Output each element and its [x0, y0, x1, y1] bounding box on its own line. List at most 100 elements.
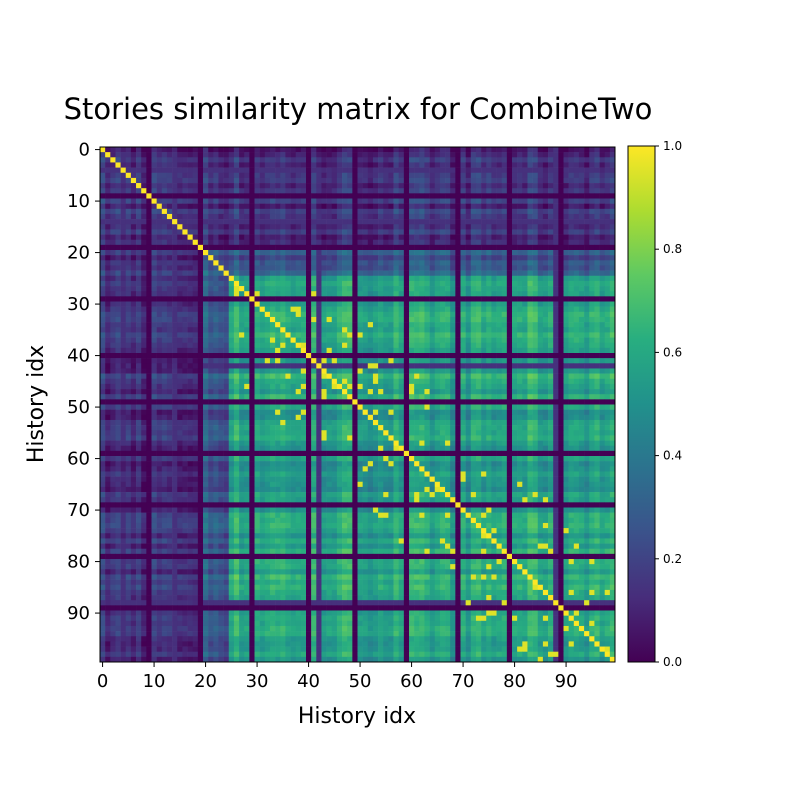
heatmap-cell — [434, 244, 441, 251]
heatmap-cell — [264, 234, 271, 240]
heatmap-cell — [233, 157, 240, 163]
heatmap-cell — [192, 157, 199, 163]
heatmap-cell — [321, 358, 327, 364]
heatmap-cell — [233, 260, 240, 266]
heatmap-cell — [269, 157, 276, 163]
heatmap-cell — [486, 275, 492, 282]
heatmap-cell — [372, 291, 379, 297]
heatmap-cell — [233, 224, 240, 230]
heatmap-cell — [398, 265, 405, 271]
heatmap-cell — [439, 373, 446, 380]
heatmap-cell — [311, 337, 317, 343]
heatmap-cell — [105, 244, 111, 251]
heatmap-cell — [522, 224, 528, 230]
heatmap-cell — [223, 316, 230, 323]
heatmap-cell — [259, 291, 266, 297]
heatmap-cell — [548, 250, 554, 256]
heatmap-cell — [542, 358, 549, 364]
heatmap-cell — [105, 311, 111, 318]
heatmap-cell — [100, 332, 106, 338]
heatmap-cell — [321, 394, 327, 400]
heatmap-cell — [146, 244, 152, 251]
heatmap-cell — [172, 167, 178, 174]
heatmap-cell — [130, 399, 137, 405]
heatmap-cell — [352, 208, 358, 215]
heatmap-cell — [249, 301, 255, 307]
heatmap-cell — [306, 306, 312, 313]
heatmap-cell — [609, 162, 616, 168]
heatmap-cell — [161, 353, 168, 359]
heatmap-cell — [316, 373, 322, 380]
heatmap-cell — [439, 265, 446, 271]
heatmap-cell — [197, 306, 204, 313]
heatmap-cell — [115, 157, 121, 163]
heatmap-cell — [285, 219, 291, 225]
heatmap-cell — [584, 383, 590, 390]
heatmap-cell — [568, 183, 575, 189]
heatmap-cell — [434, 234, 441, 240]
heatmap-cell — [445, 183, 451, 189]
heatmap-cell — [136, 234, 142, 240]
heatmap-cell — [388, 322, 394, 328]
heatmap-cell — [517, 188, 523, 194]
heatmap-cell — [419, 203, 425, 210]
heatmap-cell — [120, 255, 127, 261]
heatmap-cell — [496, 296, 502, 302]
heatmap-cell — [599, 208, 605, 215]
heatmap-cell — [512, 383, 518, 390]
heatmap-cell — [146, 193, 152, 199]
heatmap-cell — [388, 368, 394, 374]
heatmap-cell — [125, 172, 132, 179]
heatmap-cell — [125, 244, 132, 251]
heatmap-cell — [326, 337, 333, 343]
heatmap-cell — [439, 193, 446, 199]
heatmap-cell — [197, 389, 204, 395]
heatmap-cell — [419, 229, 425, 235]
heatmap-cell — [295, 368, 302, 374]
heatmap-cell — [496, 255, 502, 261]
heatmap-cell — [481, 368, 487, 374]
heatmap-cell — [275, 208, 281, 215]
heatmap-cell — [553, 203, 559, 210]
heatmap-cell — [120, 188, 127, 194]
heatmap-cell — [208, 389, 214, 395]
heatmap-cell — [512, 255, 518, 261]
heatmap-cell — [563, 301, 569, 307]
heatmap-cell — [259, 316, 266, 323]
heatmap-cell — [269, 280, 276, 287]
heatmap-cell — [573, 306, 580, 313]
heatmap-cell — [393, 213, 399, 220]
heatmap-cell — [239, 265, 245, 271]
heatmap-cell — [357, 373, 363, 380]
heatmap-cell — [548, 332, 554, 338]
heatmap-cell — [130, 213, 137, 220]
heatmap-cell — [280, 275, 286, 282]
heatmap-cell — [223, 342, 230, 349]
heatmap-cell — [280, 177, 286, 184]
heatmap-cell — [295, 162, 302, 168]
heatmap-cell — [316, 177, 322, 184]
heatmap-cell — [125, 332, 132, 338]
heatmap-cell — [254, 342, 260, 349]
heatmap-cell — [352, 203, 358, 210]
heatmap-cell — [125, 280, 132, 287]
heatmap-cell — [331, 353, 338, 359]
heatmap-cell — [506, 239, 513, 246]
heatmap-cell — [439, 219, 446, 225]
heatmap-cell — [239, 250, 245, 256]
heatmap-cell — [244, 234, 250, 240]
heatmap-cell — [125, 229, 132, 235]
heatmap-cell — [326, 183, 333, 189]
heatmap-cell — [573, 353, 580, 359]
heatmap-row — [100, 378, 616, 385]
heatmap-cell — [290, 373, 296, 380]
heatmap-cell — [233, 188, 240, 194]
heatmap-cell — [254, 244, 260, 251]
heatmap-cell — [326, 389, 333, 395]
heatmap-cell — [439, 301, 446, 307]
heatmap-cell — [331, 378, 338, 385]
heatmap-cell — [527, 363, 533, 369]
heatmap-cell — [357, 167, 363, 174]
heatmap-cell — [203, 239, 209, 246]
heatmap-cell — [517, 337, 523, 343]
